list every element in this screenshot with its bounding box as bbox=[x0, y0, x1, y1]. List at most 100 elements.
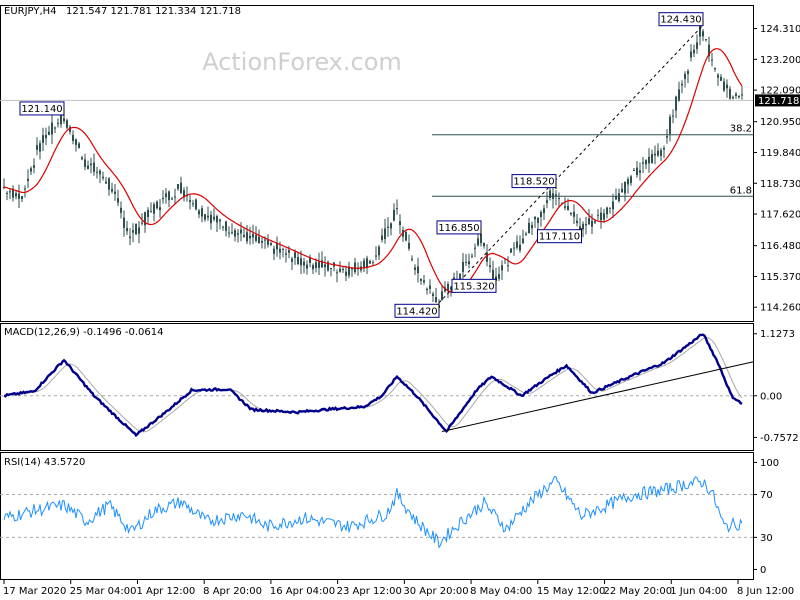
candle bbox=[132, 223, 134, 243]
price-tick-label: 115.370 bbox=[760, 272, 800, 283]
candle-body bbox=[321, 260, 323, 268]
candle bbox=[135, 223, 137, 236]
candle-body bbox=[618, 193, 620, 202]
candle bbox=[15, 190, 17, 200]
candle bbox=[702, 28, 704, 42]
candle bbox=[522, 229, 524, 244]
candle bbox=[210, 210, 212, 230]
candle-body bbox=[489, 265, 491, 268]
candle bbox=[276, 236, 278, 257]
candle-body bbox=[552, 193, 554, 199]
candle bbox=[282, 247, 284, 258]
candle-body bbox=[267, 239, 269, 245]
candle bbox=[351, 267, 353, 277]
candle bbox=[12, 185, 14, 202]
candle bbox=[177, 183, 179, 191]
candle-body bbox=[30, 168, 32, 172]
candle-body bbox=[216, 215, 218, 223]
candle-body bbox=[411, 258, 413, 260]
candle-body bbox=[414, 267, 416, 270]
price-tick-label: 122.090 bbox=[760, 86, 800, 97]
candle-body bbox=[714, 68, 716, 70]
candle bbox=[90, 157, 92, 174]
price-tick-label: 120.950 bbox=[760, 117, 800, 128]
candle-body bbox=[498, 274, 500, 279]
macd-panel-frame bbox=[0, 323, 754, 451]
candle bbox=[183, 187, 185, 202]
candle-body bbox=[597, 214, 599, 216]
candle bbox=[525, 231, 527, 237]
candle bbox=[258, 229, 260, 244]
candle bbox=[519, 235, 521, 253]
price-tick-label: 114.260 bbox=[760, 303, 800, 314]
candle-body bbox=[207, 215, 209, 218]
candle bbox=[180, 176, 182, 195]
candle-body bbox=[375, 255, 377, 257]
candle bbox=[36, 137, 38, 156]
candle bbox=[654, 145, 656, 165]
candle bbox=[252, 224, 254, 245]
x-tick-label: 17 Mar 2020 bbox=[3, 586, 66, 597]
candle bbox=[708, 36, 710, 62]
price-tick-label: 117.620 bbox=[760, 210, 800, 221]
candle bbox=[204, 214, 206, 222]
candle-body bbox=[252, 233, 254, 238]
candle-body bbox=[393, 209, 395, 221]
candle bbox=[297, 251, 299, 265]
candle-body bbox=[240, 229, 242, 234]
candle-body bbox=[276, 243, 278, 250]
candle-body bbox=[645, 160, 647, 165]
candle bbox=[420, 278, 422, 285]
candle-body bbox=[348, 266, 350, 276]
candle bbox=[510, 247, 512, 253]
candle-body bbox=[633, 169, 635, 171]
candle-body bbox=[87, 165, 89, 169]
candle-body bbox=[609, 207, 611, 209]
candle-body bbox=[471, 255, 473, 257]
candle-body bbox=[102, 176, 104, 179]
candle-body bbox=[480, 234, 482, 244]
candle-body bbox=[570, 212, 572, 215]
candle-body bbox=[405, 231, 407, 241]
candle-body bbox=[189, 200, 191, 203]
candle-body bbox=[450, 287, 452, 290]
candle-body bbox=[474, 247, 476, 249]
candle bbox=[414, 264, 416, 275]
candle-body bbox=[429, 285, 431, 289]
candle-body bbox=[201, 208, 203, 217]
candle-body bbox=[213, 216, 215, 220]
candle-body bbox=[264, 239, 266, 241]
candle-body bbox=[327, 262, 329, 271]
candle-body bbox=[279, 248, 281, 253]
candle-body bbox=[585, 224, 587, 226]
candle-body bbox=[594, 221, 596, 223]
candle-body bbox=[273, 248, 275, 254]
candle-body bbox=[477, 238, 479, 246]
candle bbox=[537, 217, 539, 230]
price-tick-label: 118.730 bbox=[760, 179, 800, 190]
candle bbox=[192, 199, 194, 207]
candle bbox=[129, 228, 131, 246]
candle-body bbox=[150, 211, 152, 213]
candle bbox=[603, 208, 605, 224]
candle bbox=[465, 253, 467, 267]
candle-body bbox=[540, 212, 542, 217]
candle bbox=[303, 257, 305, 274]
annotation-label: 115.320 bbox=[453, 281, 494, 292]
candle bbox=[300, 250, 302, 275]
annotation-114.420: 114.420 bbox=[394, 302, 440, 318]
candle-body bbox=[288, 250, 290, 253]
candle bbox=[39, 140, 41, 160]
candle bbox=[45, 127, 47, 145]
candle bbox=[111, 182, 113, 194]
candle-body bbox=[669, 116, 671, 134]
macd-trendline bbox=[441, 361, 755, 432]
candle-body bbox=[21, 196, 23, 199]
candle bbox=[156, 200, 158, 210]
candle-body bbox=[165, 193, 167, 198]
candle-body bbox=[684, 73, 686, 79]
candle-body bbox=[9, 191, 11, 193]
candle-body bbox=[639, 170, 641, 173]
candle bbox=[432, 291, 434, 303]
